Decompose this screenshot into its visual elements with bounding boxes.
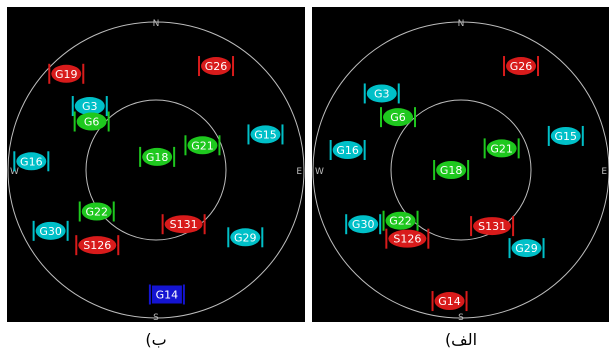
satellite-marker	[506, 57, 537, 76]
satellite-label: G21	[490, 142, 513, 155]
satellite-label: G6	[390, 111, 406, 124]
inner-ring	[85, 99, 227, 241]
skyplot-left: N S E W G26 G19 G3 G6 G15 G21 G18 G16 G22 G30 S126 S131…	[7, 19, 305, 322]
satellite-g30: G30	[32, 220, 69, 241]
compass-east-label: E	[296, 167, 302, 177]
satellite-marker	[550, 126, 581, 145]
satellite-g14: G14	[148, 284, 185, 305]
satellite-g21: G21	[184, 135, 221, 156]
inner-ring	[390, 99, 532, 241]
compass-north-label: N	[153, 19, 160, 29]
satellite-label: G16	[336, 144, 359, 157]
satellite-s131: S131	[470, 216, 515, 237]
satellite-g22: G22	[382, 210, 419, 231]
compass-west-label: W	[10, 167, 19, 177]
satellite-marker	[151, 285, 182, 304]
satellite-label: S126	[83, 239, 111, 252]
satellite-s131: S131	[161, 214, 206, 235]
satellite-marker	[332, 141, 363, 160]
outer-ring	[7, 21, 305, 319]
satellite-g15: G15	[547, 125, 584, 146]
satellite-label: G18	[146, 151, 169, 164]
satellite-g21: G21	[483, 138, 520, 159]
satellite-marker	[81, 202, 112, 221]
satellite-marker	[473, 217, 512, 236]
skyplot-panel-left: N S E W G26 G19 G3 G6 G15 G21 G18 G16 G22 G30 S126 S131…	[7, 7, 305, 322]
satellite-label: G14	[156, 289, 179, 302]
satellite-g19: G19	[48, 63, 85, 84]
satellite-marker	[385, 211, 416, 230]
satellite-g26: G26	[503, 56, 540, 77]
satellite-label: G30	[39, 225, 62, 238]
satellite-marker	[187, 136, 218, 155]
satellite-label: G22	[389, 215, 412, 228]
satellite-g3: G3	[71, 96, 108, 117]
satellite-marker	[348, 215, 379, 234]
satellite-label: G29	[515, 242, 538, 255]
satellite-label: G21	[191, 139, 214, 152]
satellite-label: G6	[84, 116, 100, 129]
satellite-g30: G30	[345, 214, 382, 235]
satellite-g29: G29	[227, 227, 264, 248]
satellite-label: S131	[478, 220, 506, 233]
satellite-marker	[511, 239, 542, 258]
compass-west-label: W	[315, 167, 324, 177]
skyplot-panel-right: N S E W G26 G3 G6 G15 G21 G18 G16 G22 G30 S126 S131 G29…	[312, 7, 609, 322]
satellite-marker	[16, 152, 47, 171]
caption-right: الف)	[444, 330, 478, 349]
satellite-g6: G6	[73, 111, 110, 132]
caption-left: ب)	[145, 330, 167, 349]
satellite-g14: G14	[431, 291, 468, 312]
satellite-label: G14	[438, 295, 461, 308]
satellite-label: S131	[170, 218, 198, 231]
satellite-label: G15	[254, 128, 277, 141]
satellite-s126: S126	[75, 235, 120, 256]
satellite-marker	[383, 108, 414, 127]
satellite-g16: G16	[329, 140, 366, 161]
compass-north-label: N	[458, 19, 465, 29]
satellite-g18: G18	[433, 160, 470, 180]
satellite-label: G30	[352, 218, 375, 231]
satellite-label: G29	[234, 231, 257, 244]
satellite-label: G26	[205, 60, 228, 73]
compass-east-label: E	[601, 167, 607, 177]
satellite-label: S126	[393, 233, 421, 246]
satellite-marker	[436, 161, 467, 179]
satellite-marker	[388, 229, 427, 248]
satellite-marker	[76, 112, 107, 131]
satellite-s126: S126	[385, 228, 430, 249]
outer-ring	[312, 21, 609, 319]
satellite-marker	[434, 292, 465, 311]
compass-south-label: S	[153, 313, 159, 322]
satellite-marker	[35, 221, 66, 240]
satellite-g18: G18	[139, 146, 176, 167]
satellite-marker	[201, 57, 232, 76]
satellite-label: G19	[55, 68, 78, 81]
satellite-marker	[142, 147, 173, 166]
satellite-label: G16	[20, 155, 43, 168]
satellite-marker	[51, 64, 82, 83]
satellite-marker	[78, 236, 117, 255]
satellite-g3: G3	[363, 83, 400, 104]
satellite-label: G3	[82, 100, 98, 113]
satellite-g16: G16	[13, 151, 50, 172]
satellite-marker	[74, 97, 105, 116]
compass-south-label: S	[458, 313, 464, 322]
satellite-marker	[250, 125, 281, 144]
satellite-g22: G22	[78, 201, 115, 222]
satellite-label: G3	[374, 87, 390, 100]
satellite-label: G18	[440, 164, 463, 177]
satellite-g15: G15	[247, 124, 284, 145]
satellite-label: G26	[510, 60, 533, 73]
satellite-marker	[230, 228, 261, 247]
satellite-marker	[164, 215, 203, 234]
satellite-g26: G26	[198, 56, 235, 77]
satellite-label: G22	[85, 206, 108, 219]
satellite-g29: G29	[508, 238, 545, 259]
satellite-marker	[366, 84, 397, 103]
satellite-label: G15	[555, 130, 578, 143]
satellite-marker	[486, 139, 517, 158]
satellite-g6: G6	[380, 107, 417, 128]
